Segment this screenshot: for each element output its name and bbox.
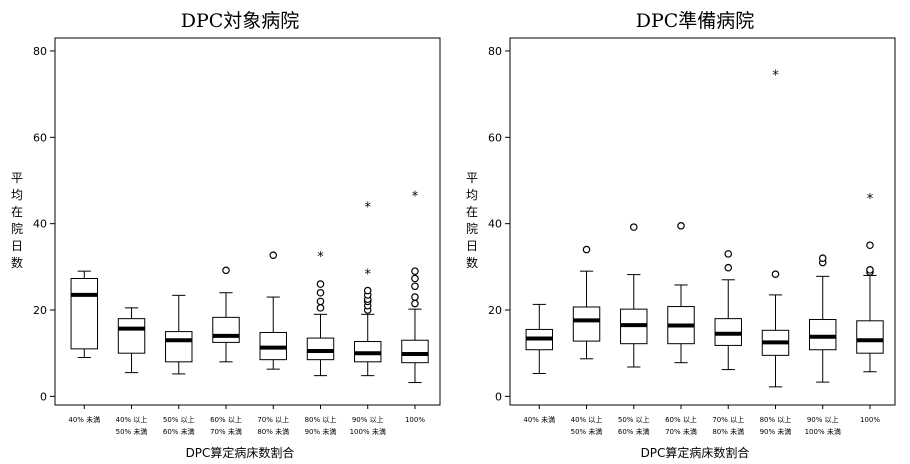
outlier-point <box>866 241 874 250</box>
y-axis-label: 平均在院日数 <box>465 171 478 270</box>
chart-panel-left: DPC対象病院 平均在院日数 DPC算定病床数割合 0 20 40 60 80 40% 未… <box>10 10 441 460</box>
x-tick-label: 50% 未満 <box>571 427 603 436</box>
outlier-point <box>411 267 419 275</box>
x-tick-label: 80% 以上 <box>760 415 792 424</box>
chart-title: DPC準備病院 <box>635 10 755 32</box>
y-axis-label: 平均在院日数 <box>10 171 23 270</box>
box-iqr <box>856 320 884 354</box>
x-tick-label: 90% 以上 <box>352 415 384 424</box>
extreme-point: * <box>412 190 419 205</box>
x-tick-label: 70% 未満 <box>665 427 697 436</box>
outlier-point <box>411 274 419 283</box>
outlier-point <box>771 270 780 278</box>
boxplot-svg-left: 0 20 40 60 80 40% 未満 40% 以上 50% 未満 50% 以上 60% 未満 6… <box>33 37 441 436</box>
y-tick-label: 0 <box>40 390 47 403</box>
x-tick-label: 60% 以上 <box>665 415 697 424</box>
extreme-point: * <box>364 267 371 282</box>
outlier-point <box>724 263 733 272</box>
x-tick-label: 40% 未満 <box>523 415 555 424</box>
outlier-point <box>316 280 325 288</box>
x-axis-label: DPC算定病床数割合 <box>640 446 750 460</box>
outlier-point <box>724 250 733 258</box>
box-iqr <box>572 306 601 342</box>
x-tick-label: 40% 以上 <box>116 415 148 424</box>
outlier-point <box>411 293 419 301</box>
x-tick-label: 40% 以上 <box>571 415 603 424</box>
outlier-point <box>316 297 325 306</box>
box-iqr <box>306 337 335 361</box>
outlier-point <box>818 254 827 263</box>
extreme-point: * <box>317 250 324 265</box>
x-tick-label: 100% 未満 <box>805 427 841 436</box>
x-tick-label: 50% 以上 <box>163 415 195 424</box>
y-tick-label: 40 <box>33 218 47 231</box>
chart-title: DPC対象病院 <box>180 10 300 32</box>
x-tick-label: 80% 未満 <box>712 427 744 436</box>
outlier-point <box>269 251 278 259</box>
extreme-point: * <box>867 192 874 207</box>
x-tick-label: 100% <box>405 416 425 424</box>
box-iqr <box>165 331 193 363</box>
x-tick-label: 50% 以上 <box>618 415 650 424</box>
x-tick-label: 60% 未満 <box>618 427 650 436</box>
y-tick-label: 20 <box>488 304 502 317</box>
outlier-point <box>411 299 419 308</box>
x-tick-label: 100% 未満 <box>350 427 386 436</box>
outlier-point <box>629 223 638 231</box>
box-iqr <box>808 319 837 351</box>
outlier-point <box>316 288 325 297</box>
outlier-point <box>411 282 419 291</box>
x-tick-label: 70% 以上 <box>257 415 289 424</box>
box-iqr <box>212 316 240 343</box>
x-tick-label: 90% 未満 <box>760 427 792 436</box>
x-tick-label: 60% 以上 <box>210 415 242 424</box>
x-tick-label: 90% 未満 <box>305 427 337 436</box>
outlier-point <box>316 304 325 312</box>
outlier-point <box>677 222 685 230</box>
plot-frame <box>54 37 441 406</box>
x-tick-label: 60% 未満 <box>163 427 195 436</box>
x-tick-label: 70% 未満 <box>210 427 242 436</box>
box-iqr <box>70 277 99 350</box>
box-iqr <box>117 318 146 354</box>
x-tick-label: 40% 未満 <box>68 415 100 424</box>
outlier-point <box>582 245 591 254</box>
y-tick-label: 80 <box>33 45 47 58</box>
y-tick-label: 60 <box>488 131 502 144</box>
outlier-point <box>363 286 372 295</box>
extreme-point: * <box>772 69 779 84</box>
box-iqr <box>401 339 429 364</box>
x-tick-label: 80% 未満 <box>257 427 289 436</box>
x-tick-label: 100% <box>860 416 880 424</box>
outlier-point <box>222 266 230 275</box>
x-tick-label: 80% 以上 <box>305 415 337 424</box>
x-axis-label: DPC算定病床数割合 <box>185 446 295 460</box>
outlier-point <box>866 266 874 274</box>
plot-frame <box>509 37 896 406</box>
y-tick-label: 80 <box>488 45 502 58</box>
x-tick-label: 50% 未満 <box>116 427 148 436</box>
x-tick-label: 70% 以上 <box>712 415 744 424</box>
y-tick-label: 20 <box>33 304 47 317</box>
y-tick-label: 40 <box>488 218 502 231</box>
boxplot-svg-right: 0 20 40 60 80 40% 未満 40% 以上 50% 未満 50% 以上 60% 未満 6… <box>488 37 896 436</box>
x-tick-label: 90% 以上 <box>807 415 839 424</box>
chart-panel-right: DPC準備病院 平均在院日数 DPC算定病床数割合 0 20 40 60 80 40% 未… <box>455 0 910 464</box>
y-tick-label: 0 <box>495 390 502 403</box>
extreme-point: * <box>364 200 371 215</box>
y-tick-label: 60 <box>33 131 47 144</box>
